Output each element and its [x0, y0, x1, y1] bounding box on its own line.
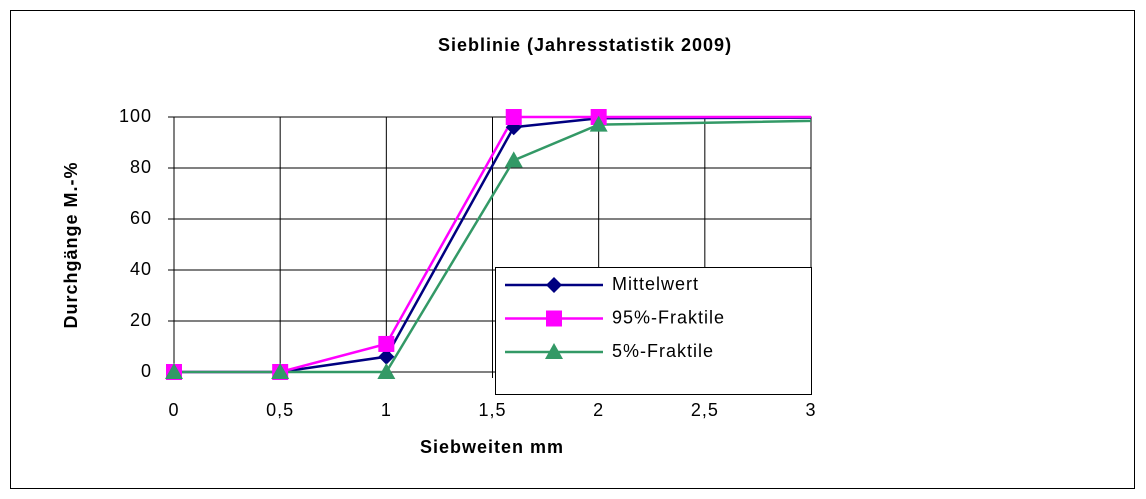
legend-label: 95%-Fraktile — [612, 307, 725, 327]
legend-label: 5%-Fraktile — [612, 341, 714, 361]
x-tick-label: 2,5 — [691, 400, 719, 420]
x-tick-label: 1 — [381, 400, 392, 420]
legend-marker — [545, 343, 563, 359]
data-point — [378, 348, 395, 365]
data-point — [378, 335, 395, 352]
y-tick-label: 40 — [130, 259, 152, 279]
legend: Mittelwert 95%-Fraktile 5%-Fraktile — [495, 267, 812, 395]
x-axis-label: Siebweiten mm — [420, 437, 564, 457]
chart-title: Sieblinie (Jahresstatistik 2009) — [438, 35, 732, 55]
x-tick-label: 3 — [805, 400, 816, 420]
legend-marker — [546, 310, 562, 327]
data-point — [165, 363, 183, 379]
y-axis-label: Durchgänge M.-% — [61, 161, 81, 328]
y-tick-label: 0 — [141, 361, 152, 381]
x-tick-label: 0,5 — [266, 400, 294, 420]
data-point — [589, 115, 608, 132]
series-line — [174, 119, 811, 374]
y-tick-label: 60 — [130, 208, 152, 228]
legend-box — [495, 267, 812, 395]
data-point — [504, 151, 523, 168]
x-tick-label: 0 — [168, 400, 179, 420]
y-tick-label: 100 — [119, 106, 152, 126]
y-tick-label: 20 — [130, 310, 152, 330]
legend-marker — [546, 277, 562, 293]
y-tick-label: 80 — [130, 157, 152, 177]
data-point — [377, 363, 396, 379]
x-tick-label: 2 — [593, 400, 604, 420]
chart-border — [10, 10, 1135, 489]
x-tick-label: 1,5 — [478, 400, 506, 420]
data-point — [505, 109, 522, 125]
data-point — [271, 363, 290, 379]
plot-area — [165, 109, 811, 380]
legend-label: Mittelwert — [612, 274, 699, 294]
